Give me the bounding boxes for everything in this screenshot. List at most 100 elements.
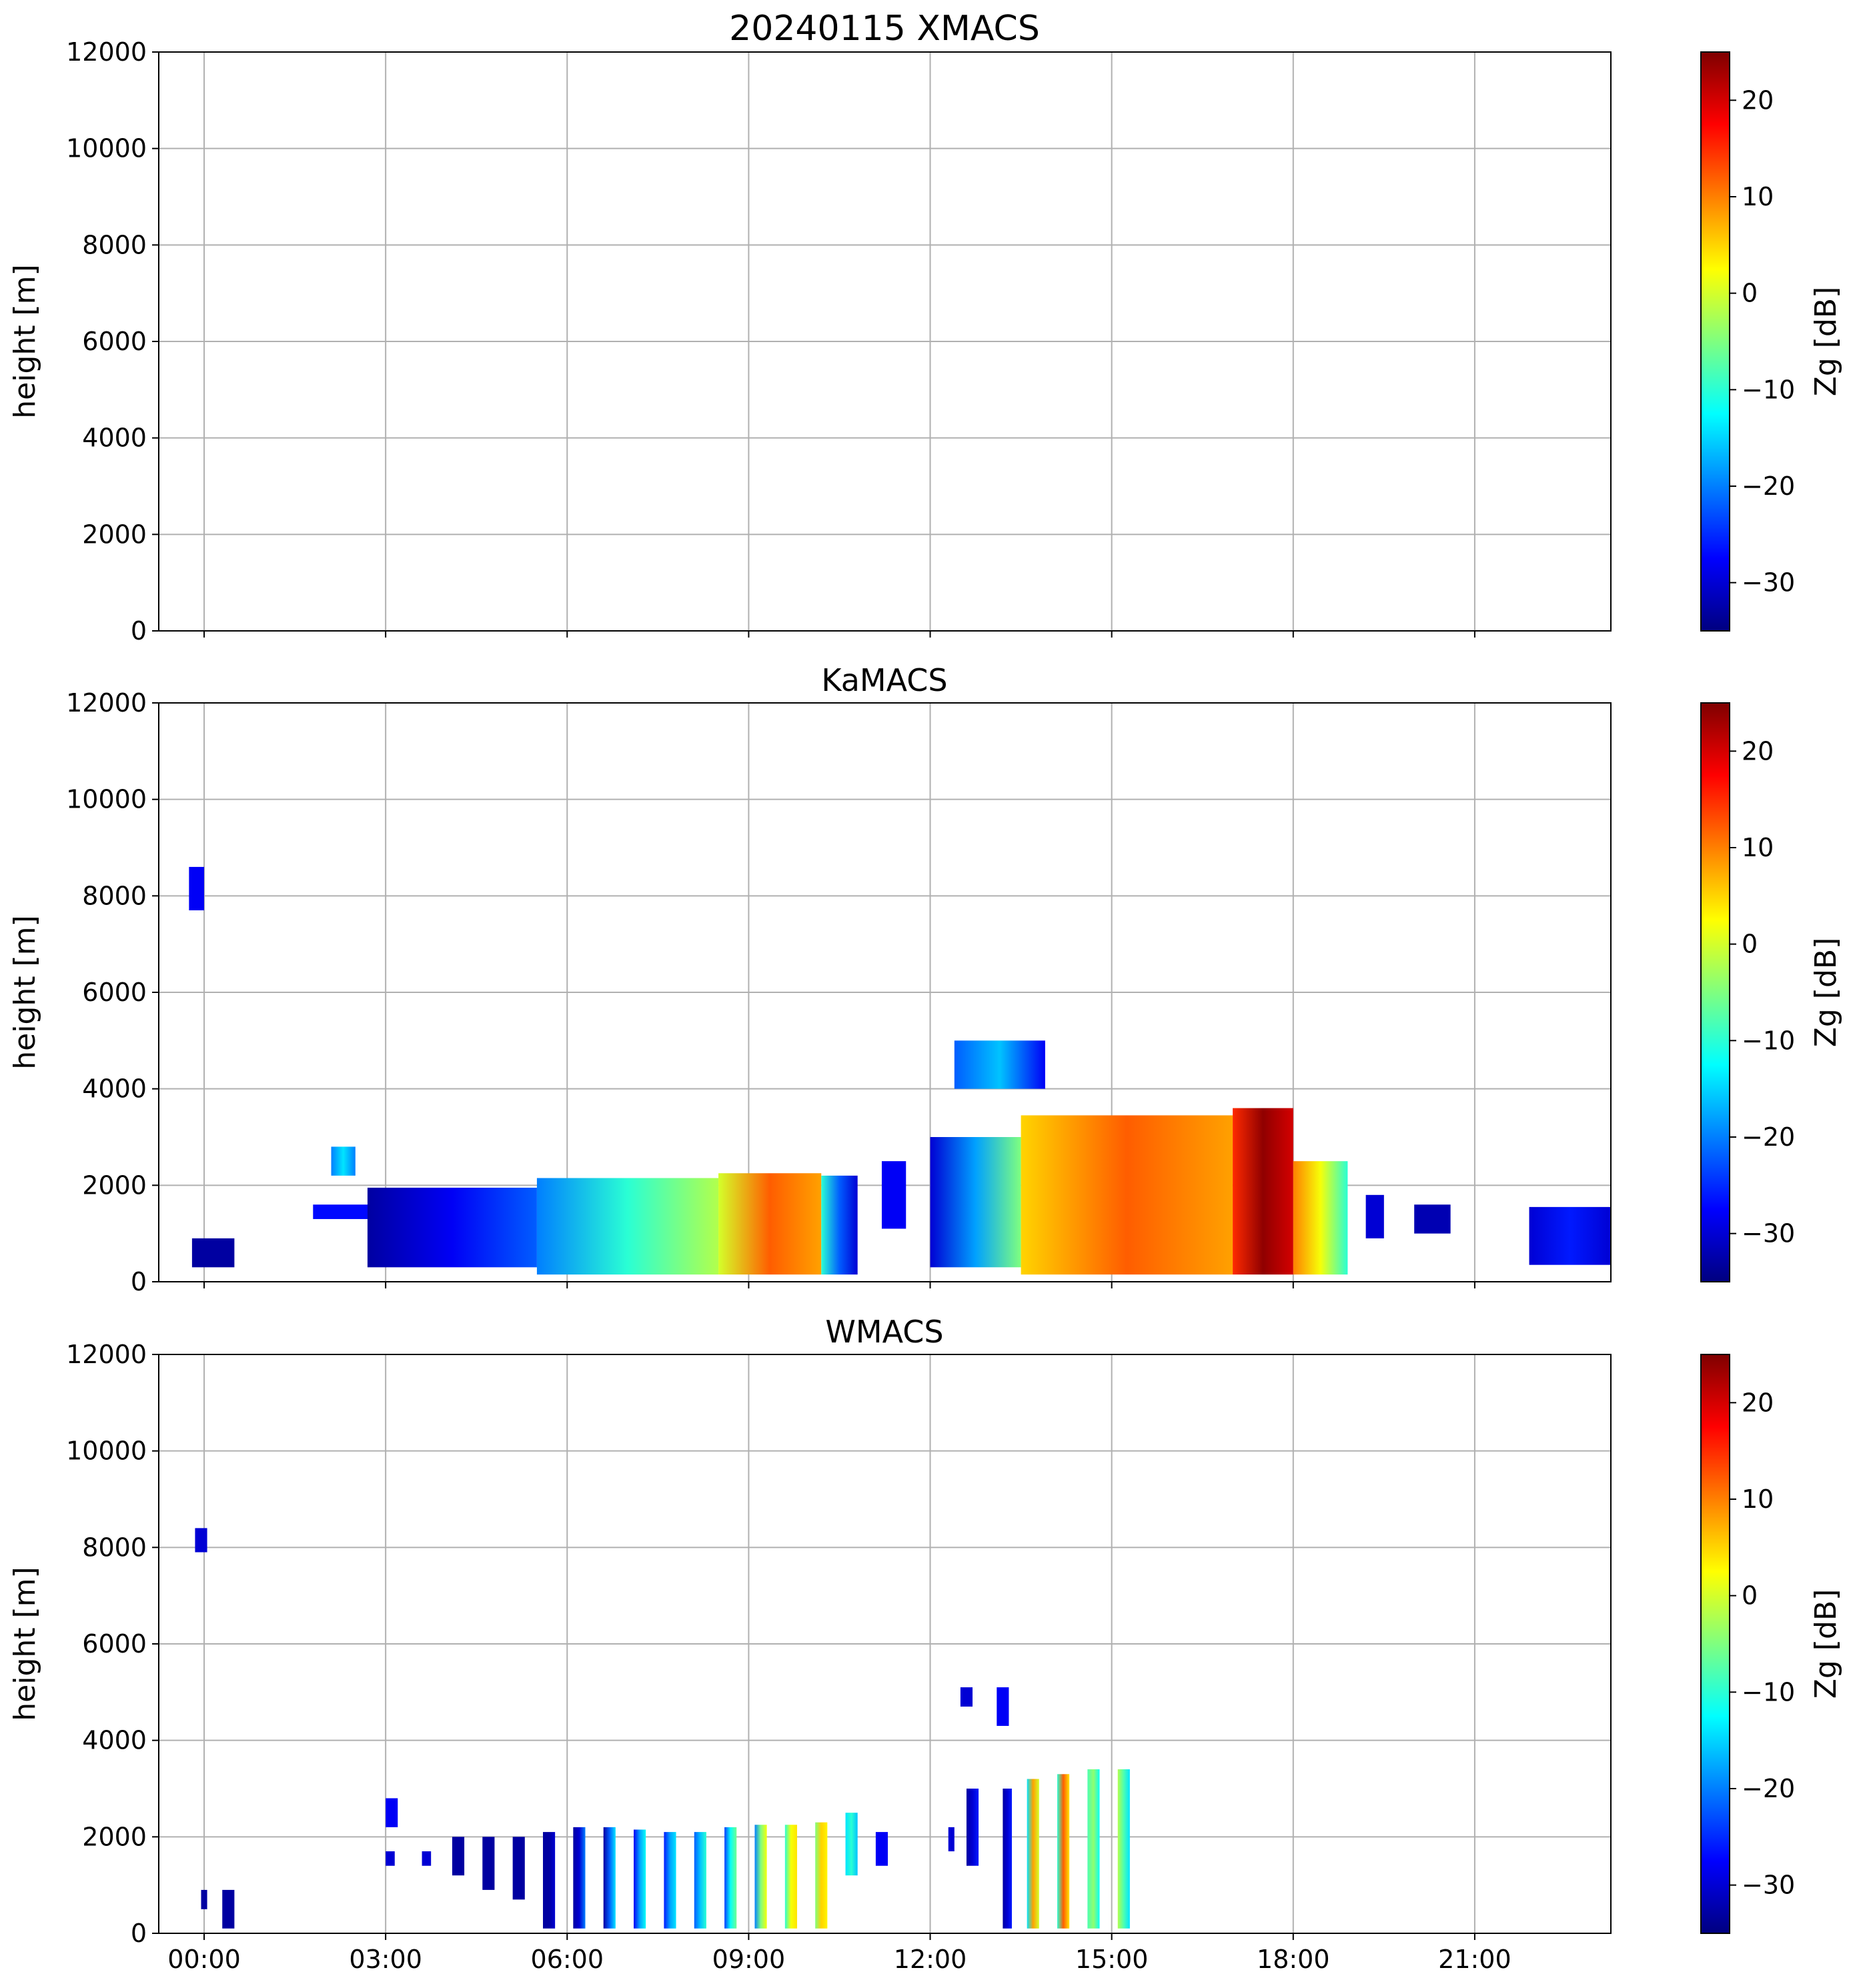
y-ticks: 0 2000 4000 6000 8000 10000 12000: [66, 37, 159, 646]
colorbar-gradient: [1700, 1354, 1730, 1934]
y-tick-label: 6000: [82, 327, 147, 356]
echo-region: [821, 1175, 858, 1275]
panel-title: WMACS: [825, 1314, 943, 1350]
colorbar: −30 −20 −10 0 10 20 Zg [dB]: [1700, 702, 1843, 1282]
y-tick-label: 12000: [66, 1340, 147, 1369]
y-tick-label: 10000: [66, 134, 147, 163]
echo-region: [1003, 1789, 1012, 1929]
echo-region: [1027, 1779, 1039, 1929]
colorbar-tick-label: 0: [1742, 930, 1758, 959]
colorbar-ticks: −30 −20 −10 0 10 20: [1730, 736, 1795, 1248]
x-tick-label: 00:00: [167, 1945, 241, 1974]
colorbar-tick-label: 10: [1742, 1484, 1774, 1514]
y-ticks: 0 2000 4000 6000 8000 10000 12000: [66, 688, 159, 1296]
x-ticks: [203, 1282, 1475, 1288]
echo-region: [222, 1889, 235, 1929]
panel-xmacs: 0 2000 4000 6000 8000 10000 12000 20240115 XMA…: [8, 9, 1843, 646]
colorbar-tick-label: 0: [1742, 279, 1758, 308]
colorbar-tick-label: −30: [1742, 568, 1795, 598]
echo-region: [1021, 1115, 1233, 1275]
panel-wmacs: 0 2000 4000 6000 8000 10000 12000 00:00 03:00 06…: [8, 1314, 1843, 1974]
echo-region: [948, 1827, 955, 1852]
echo-region: [1057, 1774, 1070, 1929]
y-tick-label: 2000: [82, 1170, 147, 1200]
x-tick-label: 12:00: [894, 1945, 967, 1974]
echo-region: [386, 1851, 395, 1866]
colorbar-tick-label: 20: [1742, 85, 1774, 115]
colorbar-tick-label: 10: [1742, 182, 1774, 211]
y-tick-label: 0: [131, 1267, 147, 1296]
y-tick-label: 10000: [66, 785, 147, 814]
x-ticks: 00:00 03:00 06:00 09:00 12:00 15:00 18:00 21:00: [167, 1933, 1511, 1974]
echo-region: [845, 1813, 858, 1876]
echo-region: [603, 1827, 616, 1929]
echo-region: [997, 1687, 1009, 1726]
echo-region: [930, 1137, 1021, 1268]
colorbar-tick-label: −10: [1742, 1026, 1795, 1055]
echo-region: [881, 1161, 906, 1229]
echo-layer: [195, 1528, 1130, 1929]
colorbar-ticks: −30 −20 −10 0 10 20: [1730, 1388, 1795, 1900]
x-ticks: [203, 631, 1475, 638]
echo-region: [754, 1825, 767, 1929]
colorbar-gradient: [1700, 702, 1730, 1282]
y-tick-label: 8000: [82, 881, 147, 910]
colorbar-tick-label: −30: [1742, 1219, 1795, 1248]
y-tick-label: 2000: [82, 520, 147, 549]
colorbar-label: Zg [dB]: [1809, 938, 1843, 1048]
echo-region: [482, 1837, 495, 1890]
colorbar-tick-label: 20: [1742, 736, 1774, 766]
y-axis-label: height [m]: [8, 915, 42, 1069]
echo-region: [422, 1851, 432, 1866]
colorbar-tick-label: −30: [1742, 1871, 1795, 1900]
x-tick-label: 21:00: [1438, 1945, 1511, 1974]
colorbar-tick-label: −20: [1742, 471, 1795, 501]
echo-region: [784, 1825, 797, 1929]
echo-region: [1233, 1108, 1293, 1275]
y-tick-label: 0: [131, 1919, 147, 1948]
echo-region: [954, 1040, 1045, 1089]
y-tick-label: 4000: [82, 1074, 147, 1104]
y-ticks: 0 2000 4000 6000 8000 10000 12000: [66, 1340, 159, 1948]
echo-region: [313, 1204, 374, 1219]
echo-region: [1087, 1769, 1100, 1929]
echo-region: [191, 1238, 235, 1268]
echo-region: [1117, 1769, 1130, 1929]
echo-region: [1365, 1194, 1384, 1238]
echo-region: [1529, 1206, 1611, 1265]
y-axis-label: height [m]: [8, 264, 42, 418]
y-tick-label: 12000: [66, 37, 147, 67]
panel-title: KaMACS: [821, 662, 947, 698]
echo-region: [573, 1827, 586, 1929]
colorbar-tick-label: −10: [1742, 1677, 1795, 1707]
echo-region: [815, 1822, 828, 1929]
echo-region: [452, 1837, 465, 1876]
y-tick-label: 4000: [82, 423, 147, 453]
y-tick-label: 12000: [66, 688, 147, 718]
y-axis-label: height [m]: [8, 1567, 42, 1721]
y-tick-label: 6000: [82, 978, 147, 1007]
colorbar: −30 −20 −10 0 10 20 Zg [dB]: [1700, 51, 1843, 632]
echo-region: [694, 1832, 706, 1929]
colorbar-label: Zg [dB]: [1809, 1589, 1843, 1699]
echo-region: [664, 1832, 676, 1929]
panel-kamacs: 0 2000 4000 6000 8000 10000 12000 KaMACS heigh…: [8, 662, 1843, 1296]
echo-region: [512, 1837, 525, 1900]
echo-region: [195, 1528, 207, 1553]
colorbar-tick-label: −20: [1742, 1774, 1795, 1803]
colorbar: −30 −20 −10 0 10 20 Zg [dB]: [1700, 1354, 1843, 1934]
colorbar-ticks: −30 −20 −10 0 10 20: [1730, 85, 1795, 598]
y-tick-label: 4000: [82, 1726, 147, 1755]
echo-region: [875, 1832, 888, 1866]
x-tick-label: 06:00: [531, 1945, 604, 1974]
x-tick-label: 18:00: [1257, 1945, 1330, 1974]
echo-region: [542, 1832, 556, 1929]
echo-region: [1414, 1204, 1451, 1234]
echo-region: [1293, 1161, 1348, 1275]
echo-region: [724, 1827, 737, 1929]
suptitle: 20240115 XMACS: [729, 9, 1040, 49]
echo-region: [536, 1178, 719, 1275]
colorbar-tick-label: −20: [1742, 1122, 1795, 1152]
echo-region: [966, 1789, 979, 1866]
